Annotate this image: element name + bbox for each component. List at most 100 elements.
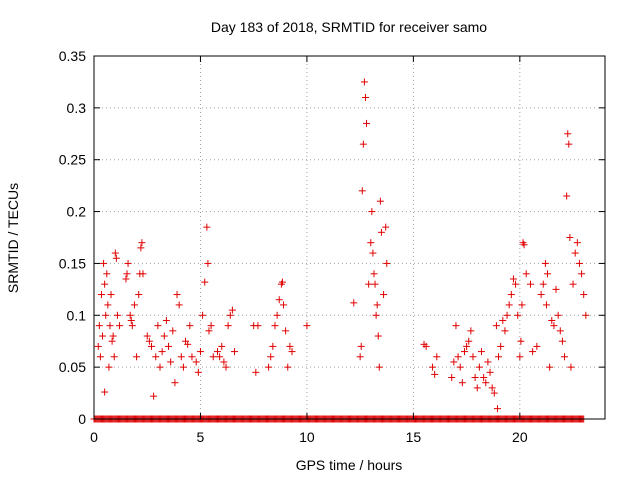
data-point <box>569 280 577 288</box>
y-tick-label: 0.25 <box>59 152 86 168</box>
data-point <box>204 259 212 267</box>
data-point <box>99 332 107 340</box>
data-point <box>571 249 579 257</box>
data-points <box>94 78 590 413</box>
data-point <box>473 384 481 392</box>
data-point <box>566 234 574 241</box>
data-point <box>512 280 520 288</box>
data-point <box>561 353 569 361</box>
data-point <box>516 353 524 361</box>
data-point <box>226 311 234 319</box>
data-point <box>275 296 283 304</box>
data-point <box>97 291 105 299</box>
axis-ticks <box>93 55 605 420</box>
data-point <box>143 332 151 340</box>
data-point <box>188 353 196 361</box>
data-point <box>526 280 534 288</box>
data-point <box>501 327 509 335</box>
data-point <box>173 291 181 299</box>
data-point <box>520 241 528 249</box>
data-point <box>463 342 471 350</box>
data-point <box>370 270 378 278</box>
data-point <box>448 374 456 382</box>
data-point <box>147 342 155 350</box>
data-point <box>505 301 513 309</box>
data-point <box>493 405 501 413</box>
data-point <box>484 358 492 366</box>
data-point <box>480 374 488 382</box>
data-point <box>269 342 277 350</box>
data-point <box>303 322 311 330</box>
data-point <box>563 192 571 200</box>
data-point <box>371 280 379 288</box>
data-point <box>100 259 108 267</box>
data-point <box>186 322 194 330</box>
data-point <box>454 353 462 361</box>
data-point <box>361 93 369 101</box>
data-point <box>537 291 545 299</box>
x-axis-label: GPS time / hours <box>296 457 403 473</box>
data-point <box>365 280 373 288</box>
data-point <box>373 301 381 309</box>
data-point <box>267 353 275 361</box>
data-point <box>514 311 522 319</box>
data-point <box>107 291 115 299</box>
data-point <box>467 327 475 335</box>
data-point <box>102 311 110 319</box>
data-point <box>177 353 185 361</box>
data-point <box>580 291 588 299</box>
data-point <box>152 353 160 361</box>
y-tick-label: 0.35 <box>59 48 86 64</box>
data-point <box>160 332 168 340</box>
data-point <box>372 311 380 319</box>
data-point <box>582 311 590 319</box>
data-point <box>564 130 572 138</box>
data-point <box>139 270 147 278</box>
y-tick-labels: 0 0.05 0.1 0.15 0.2 0.25 0.3 0.35 <box>59 48 86 427</box>
data-point <box>486 368 494 376</box>
data-point <box>288 348 296 356</box>
y-tick-label: 0.1 <box>67 307 87 323</box>
data-point <box>492 322 500 330</box>
data-point <box>220 358 228 366</box>
data-point <box>517 337 525 345</box>
data-point <box>541 259 549 267</box>
data-point <box>224 322 232 330</box>
data-point <box>154 322 162 330</box>
data-point <box>460 348 468 356</box>
data-point <box>205 327 213 335</box>
data-point <box>127 316 135 324</box>
data-point <box>433 353 441 361</box>
data-point <box>358 187 366 195</box>
data-point <box>377 228 385 236</box>
data-point <box>138 239 146 247</box>
data-point <box>374 332 382 340</box>
data-point <box>507 291 515 299</box>
x-tick-label: 5 <box>197 429 205 445</box>
data-point <box>254 322 262 330</box>
data-point <box>578 270 586 278</box>
data-point <box>179 363 187 371</box>
data-point <box>112 254 120 262</box>
data-point <box>431 370 439 378</box>
data-point <box>252 368 260 376</box>
data-point <box>558 337 566 345</box>
data-point <box>175 301 183 309</box>
data-point <box>552 285 560 293</box>
data-point <box>103 270 111 278</box>
data-point <box>573 239 581 247</box>
x-tick-label: 0 <box>90 429 98 445</box>
data-point <box>207 322 215 330</box>
data-point <box>546 363 554 371</box>
data-point <box>130 301 138 309</box>
data-point <box>488 384 496 392</box>
data-point <box>101 388 109 396</box>
data-point <box>106 322 114 330</box>
data-point <box>383 259 391 267</box>
data-point <box>203 223 211 231</box>
data-point <box>104 301 112 309</box>
x-tick-label: 20 <box>512 429 528 445</box>
data-point <box>542 301 550 309</box>
data-point <box>145 337 153 345</box>
